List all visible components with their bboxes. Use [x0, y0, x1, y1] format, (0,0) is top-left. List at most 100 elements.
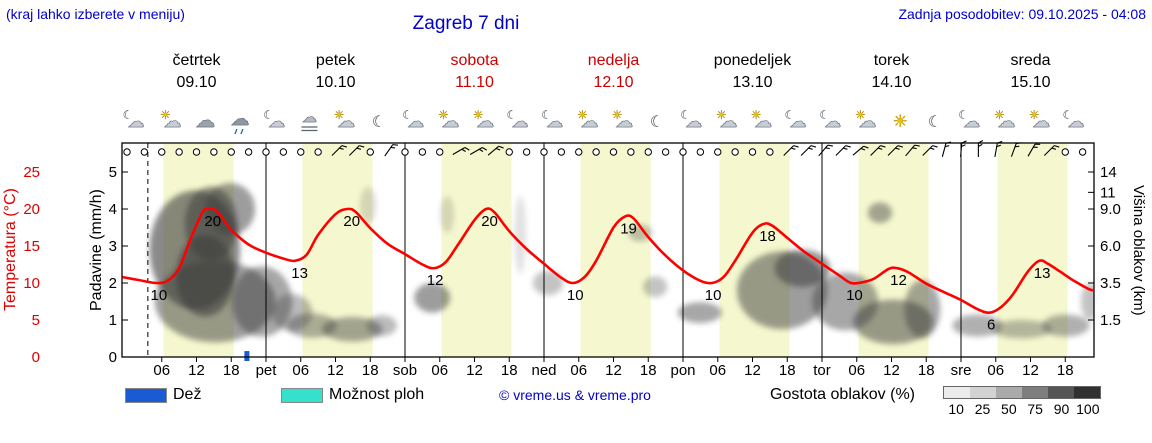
svg-text:12: 12: [1022, 362, 1039, 379]
day-date: 10.10: [315, 74, 356, 91]
scale-label-10: 10: [948, 401, 964, 417]
scale-label-75: 75: [1027, 401, 1043, 417]
svg-text:☁: ☁: [858, 111, 876, 132]
svg-text:10: 10: [23, 275, 40, 292]
svg-text:☁: ☁: [685, 112, 702, 132]
day-header-cetrtek: četrtek 09.10: [127, 52, 266, 92]
svg-text:13: 13: [291, 265, 308, 282]
svg-text:18: 18: [640, 362, 657, 379]
svg-text:12: 12: [883, 362, 900, 379]
svg-text:☁: ☁: [546, 112, 563, 132]
svg-text:12: 12: [188, 362, 205, 379]
svg-text:☀: ☀: [751, 108, 762, 122]
svg-text:0: 0: [109, 349, 117, 366]
rain-legend-swatch: [125, 388, 167, 403]
svg-text:☁: ☁: [441, 111, 459, 132]
svg-text:18: 18: [362, 362, 379, 379]
svg-text:☀: ☀: [716, 108, 727, 122]
day-name: sreda: [1010, 52, 1051, 69]
plot-frame: [121, 142, 1095, 358]
x-axis-labels: 06 12 18 06 12 18 06 12 18 06 12 18 06 12 18 06 12 18 06 12…: [153, 357, 1074, 379]
svg-text:06: 06: [848, 362, 865, 379]
svg-text:☾: ☾: [372, 112, 386, 131]
svg-text:pon: pon: [670, 362, 695, 379]
svg-text:sob: sob: [393, 362, 417, 379]
svg-text:☾: ☾: [819, 108, 830, 122]
svg-text:pet: pet: [256, 362, 278, 379]
day-header-sobota: sobota 11.10: [405, 52, 544, 92]
svg-text:6.0: 6.0: [1100, 238, 1121, 255]
svg-text:06: 06: [570, 362, 587, 379]
svg-text:1: 1: [109, 312, 117, 329]
svg-text:20: 20: [204, 213, 221, 230]
svg-text:☁: ☁: [997, 111, 1015, 132]
cloud-density-scale: [943, 386, 1101, 399]
svg-text:☾: ☾: [402, 108, 413, 122]
svg-text:3.5: 3.5: [1100, 275, 1121, 292]
svg-text:tor: tor: [813, 362, 831, 379]
svg-text:☀: ☀: [438, 108, 449, 122]
svg-text:☀: ☀: [160, 108, 171, 122]
svg-text:12: 12: [327, 362, 344, 379]
svg-text:☀: ☀: [893, 112, 908, 132]
svg-text:11: 11: [1100, 184, 1116, 201]
svg-text:10: 10: [567, 287, 584, 304]
day-date: 11.10: [455, 74, 494, 91]
day-header-nedelja: nedelja 12.10: [544, 52, 683, 92]
svg-text:25: 25: [23, 164, 40, 181]
rain-bar: [244, 351, 250, 361]
cloud-height-axis-label: Višina oblakov (km): [1130, 184, 1147, 316]
svg-text:18: 18: [501, 362, 518, 379]
svg-text:10: 10: [705, 287, 722, 304]
temperature-value-labels: 10 20 13 20 12 20 10 19 10 18 10 12 6 13: [151, 213, 1051, 334]
svg-text:4: 4: [109, 201, 117, 218]
day-boundary-lines: [265, 143, 962, 357]
last-update: Zadnja posodobitev: 09.10.2025 - 04:08: [898, 6, 1146, 22]
svg-text:☾: ☾: [1063, 108, 1074, 122]
copyright-link[interactable]: © vreme.us & vreme.pro: [499, 387, 651, 403]
day-date: 13.10: [732, 74, 773, 91]
svg-text:5: 5: [32, 312, 40, 329]
showers-legend-label: Možnost ploh: [329, 386, 425, 403]
svg-text:☾: ☾: [123, 108, 134, 122]
svg-text:☾: ☾: [507, 108, 518, 122]
svg-text:06: 06: [987, 362, 1004, 379]
rain-legend-label: Dež: [173, 386, 202, 403]
svg-text:☁: ☁: [230, 108, 249, 130]
day-header-torek: torek 14.10: [822, 52, 961, 92]
scale-label-50: 50: [1001, 401, 1017, 417]
scale-label-100: 100: [1076, 401, 1100, 417]
svg-text:12: 12: [605, 362, 622, 379]
svg-text:☁: ☁: [789, 112, 806, 132]
day-date: 15.10: [1010, 74, 1051, 91]
day-name: torek: [873, 52, 910, 69]
svg-text:2: 2: [109, 275, 117, 292]
svg-text:☁: ☁: [511, 112, 528, 132]
svg-text:18: 18: [1057, 362, 1074, 379]
svg-text:☁: ☁: [163, 111, 181, 132]
showers-legend-swatch: [281, 388, 323, 403]
svg-text:06: 06: [153, 362, 170, 379]
cloud-density-label: Gostota oblakov (%): [770, 386, 915, 403]
cloud-density-scale-labels: 10 25 50 75 90 100: [943, 401, 1101, 417]
menu-hint: (kraj lahko izberete v meniju): [6, 6, 185, 22]
svg-text:10: 10: [151, 287, 168, 304]
svg-text:19: 19: [620, 220, 637, 237]
svg-text:☁: ☁: [1067, 112, 1084, 132]
svg-text:☁: ☁: [824, 112, 841, 132]
svg-text:☁: ☁: [963, 112, 980, 132]
day-name: nedelja: [587, 52, 640, 69]
svg-text:☁: ☁: [407, 112, 424, 132]
svg-text:☁: ☁: [1032, 111, 1050, 132]
svg-text:☀: ☀: [612, 108, 623, 122]
svg-text:14: 14: [1100, 164, 1117, 181]
svg-text:☀: ☀: [994, 108, 1005, 122]
svg-text:18: 18: [759, 228, 776, 245]
day-header-ponedeljek: ponedeljek 13.10: [683, 52, 822, 92]
scale-label-25: 25: [974, 401, 991, 417]
svg-text:☁: ☁: [127, 112, 144, 132]
svg-text:18: 18: [918, 362, 935, 379]
